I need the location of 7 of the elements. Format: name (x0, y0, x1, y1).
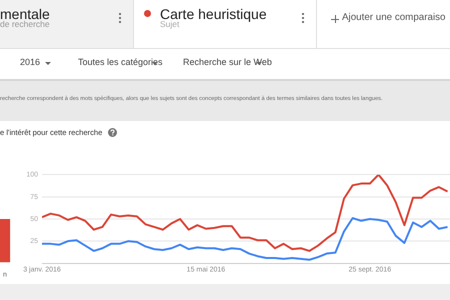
text: de recherche (0, 19, 50, 29)
text: Carte heuristique (160, 6, 267, 22)
text: Toutes les catégories (78, 57, 163, 67)
text: mentale (0, 6, 50, 22)
text: 2016 (20, 57, 40, 67)
text: Ajouter une comparaiso (342, 12, 446, 23)
text: Sujet (160, 19, 180, 29)
